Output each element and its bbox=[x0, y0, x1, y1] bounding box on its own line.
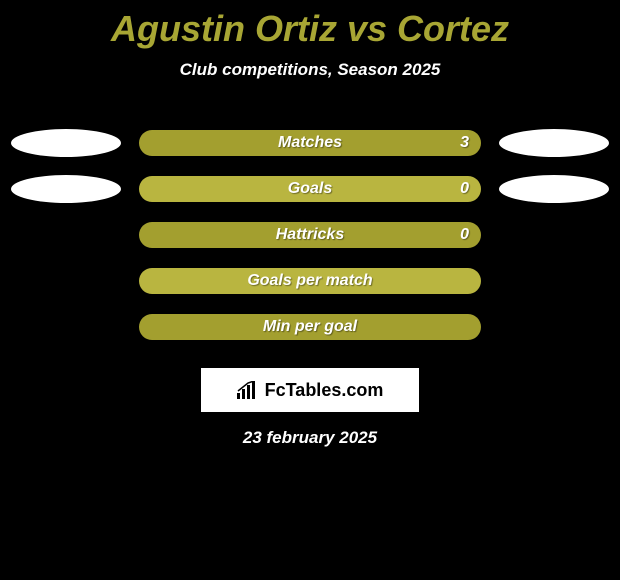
stats-rows: Matches 3 Goals 0 Hattricks 0 Goals per … bbox=[0, 120, 620, 350]
page-subtitle: Club competitions, Season 2025 bbox=[0, 60, 620, 80]
stat-bar-goals-per-match: Goals per match bbox=[139, 268, 481, 294]
date-text: 23 february 2025 bbox=[0, 428, 620, 448]
stat-row: Hattricks 0 bbox=[0, 212, 620, 258]
stat-label: Matches bbox=[139, 134, 481, 152]
stat-bar-matches: Matches 3 bbox=[139, 130, 481, 156]
page-title: Agustin Ortiz vs Cortez bbox=[0, 0, 620, 50]
stat-label: Goals per match bbox=[139, 272, 481, 290]
stat-bar-min-per-goal: Min per goal bbox=[139, 314, 481, 340]
stat-value: 3 bbox=[460, 134, 469, 152]
left-ellipse bbox=[11, 129, 121, 157]
stat-row: Goals 0 bbox=[0, 166, 620, 212]
stat-label: Hattricks bbox=[139, 226, 481, 244]
stat-bar-hattricks: Hattricks 0 bbox=[139, 222, 481, 248]
stat-bar-goals: Goals 0 bbox=[139, 176, 481, 202]
stat-row: Matches 3 bbox=[0, 120, 620, 166]
chart-icon bbox=[237, 381, 259, 399]
branding-badge: FcTables.com bbox=[201, 368, 419, 412]
branding-text: FcTables.com bbox=[265, 380, 384, 401]
stat-value: 0 bbox=[460, 180, 469, 198]
left-ellipse bbox=[11, 175, 121, 203]
stat-label: Goals bbox=[139, 180, 481, 198]
stat-row: Min per goal bbox=[0, 304, 620, 350]
stat-row: Goals per match bbox=[0, 258, 620, 304]
right-ellipse bbox=[499, 129, 609, 157]
right-ellipse bbox=[499, 175, 609, 203]
stat-value: 0 bbox=[460, 226, 469, 244]
stat-label: Min per goal bbox=[139, 318, 481, 336]
